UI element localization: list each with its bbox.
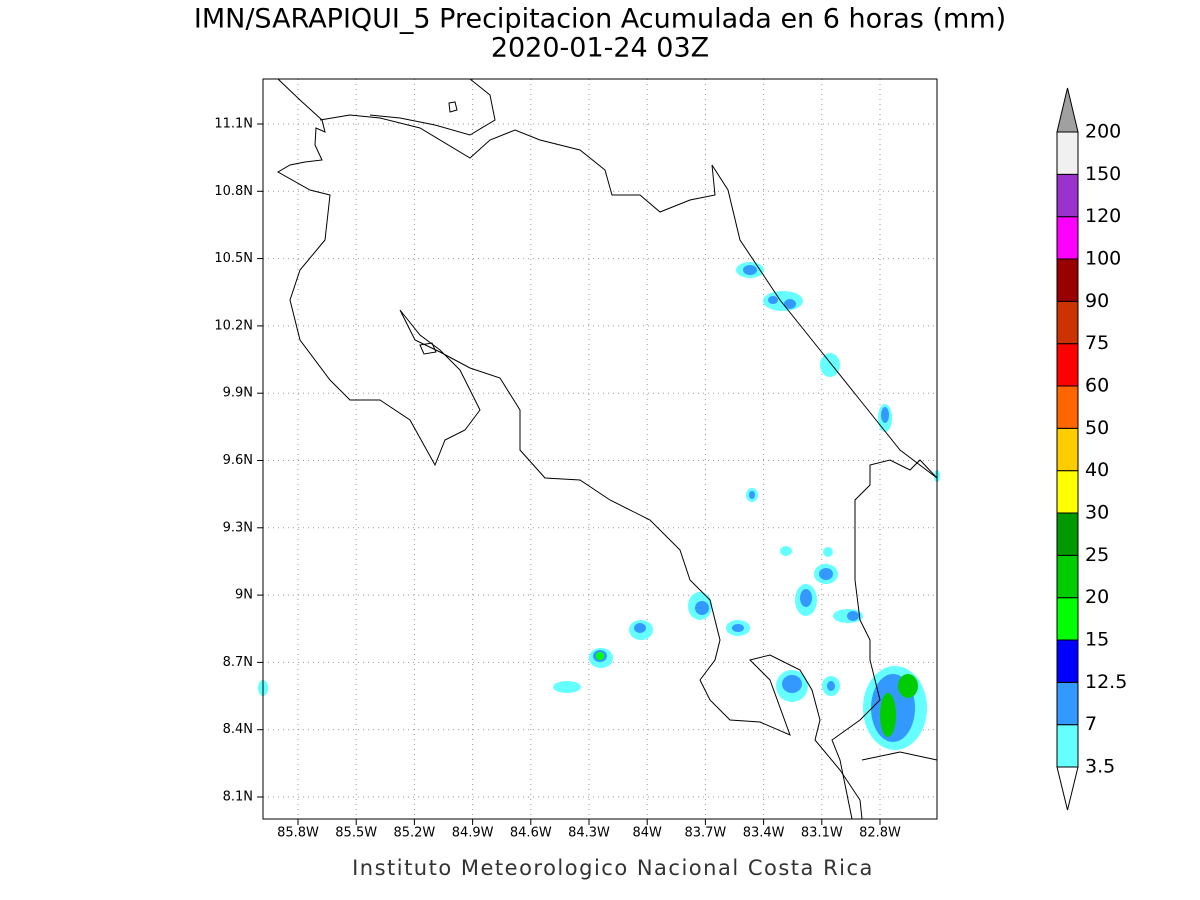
lat-label: 9.9N — [223, 386, 253, 401]
lon-label: 85.2W — [393, 826, 435, 841]
lon-label: 84.6W — [510, 826, 552, 841]
lon-label: 85.5W — [335, 826, 377, 841]
lat-label: 10.5N — [214, 251, 253, 266]
colorbar-segment — [1056, 173, 1079, 218]
grid — [263, 79, 937, 819]
colorbar-segment — [1056, 343, 1079, 387]
lat-label: 8.1N — [223, 790, 253, 805]
subtitle: 2020-01-24 03Z — [491, 33, 709, 64]
colorbar-label: 30 — [1085, 502, 1109, 524]
colorbar-segment — [1056, 427, 1079, 472]
colorbar-above — [1056, 87, 1079, 133]
lon-label: 85.8W — [277, 826, 319, 841]
colorbar-label: 75 — [1085, 332, 1109, 354]
colorbar-label: 90 — [1085, 290, 1109, 312]
map-frame — [262, 78, 938, 820]
lat-label: 9.3N — [223, 520, 253, 535]
colorbar-segment — [1056, 597, 1079, 641]
colorbar-segment — [1056, 681, 1079, 726]
lat-label: 9.6N — [223, 453, 253, 468]
colorbar-label: 60 — [1085, 375, 1109, 397]
colorbar-label: 40 — [1085, 459, 1109, 481]
colorbar-segment — [1056, 470, 1079, 514]
colorbar-label: 120 — [1085, 205, 1121, 227]
lat-label: 10.2N — [214, 318, 253, 333]
colorbar-segment — [1056, 385, 1079, 429]
colorbar-segment — [1056, 300, 1079, 345]
lat-label: 9N — [235, 588, 253, 603]
colorbar-segment — [1056, 639, 1079, 683]
colorbar-below — [1056, 766, 1079, 811]
colorbar-label: 200 — [1085, 121, 1121, 143]
colorbar-label: 12.5 — [1085, 671, 1127, 693]
lon-label: 84W — [632, 826, 662, 841]
ticks: 85.8W 85.5W 85.2W 84.9W 84.6W 84.3W 84W 83.7W 83… — [214, 117, 901, 841]
lon-label: 84.3W — [568, 826, 610, 841]
precipitation — [258, 262, 940, 750]
title: IMN/SARAPIQUI_5 Precipitacion Acumulada … — [194, 4, 1006, 35]
colorbar-label: 7 — [1085, 713, 1097, 735]
colorbar-label: 100 — [1085, 248, 1121, 270]
colorbar-segment — [1056, 131, 1079, 175]
colorbar-label: 3.5 — [1085, 756, 1115, 778]
colorbar-segment — [1056, 554, 1079, 599]
lon-label: 82.8W — [859, 826, 901, 841]
colorbar: 3.5 7 12.5 15 20 25 30 40 50 60 75 90 100 120 150 200 — [1056, 87, 1127, 811]
footer: Instituto Meteorologico Nacional Costa R… — [352, 856, 874, 880]
coastline — [276, 78, 938, 820]
colorbar-label: 50 — [1085, 417, 1109, 439]
lat-label: 11.1N — [214, 117, 253, 132]
lat-label: 8.7N — [223, 655, 253, 670]
colorbar-segment — [1056, 724, 1079, 768]
colorbar-label: 20 — [1085, 586, 1109, 608]
colorbar-label: 150 — [1085, 163, 1121, 185]
colorbar-segment — [1056, 512, 1079, 556]
lon-label: 83.4W — [743, 826, 785, 841]
colorbar-label: 15 — [1085, 629, 1109, 651]
colorbar-segment — [1056, 258, 1079, 302]
lon-label: 83.7W — [684, 826, 726, 841]
colorbar-segment — [1056, 216, 1079, 260]
lon-label: 84.9W — [452, 826, 494, 841]
lat-label: 8.4N — [223, 722, 253, 737]
lat-label: 10.8N — [214, 184, 253, 199]
colorbar-label: 25 — [1085, 544, 1109, 566]
lon-label: 83.1W — [801, 826, 843, 841]
